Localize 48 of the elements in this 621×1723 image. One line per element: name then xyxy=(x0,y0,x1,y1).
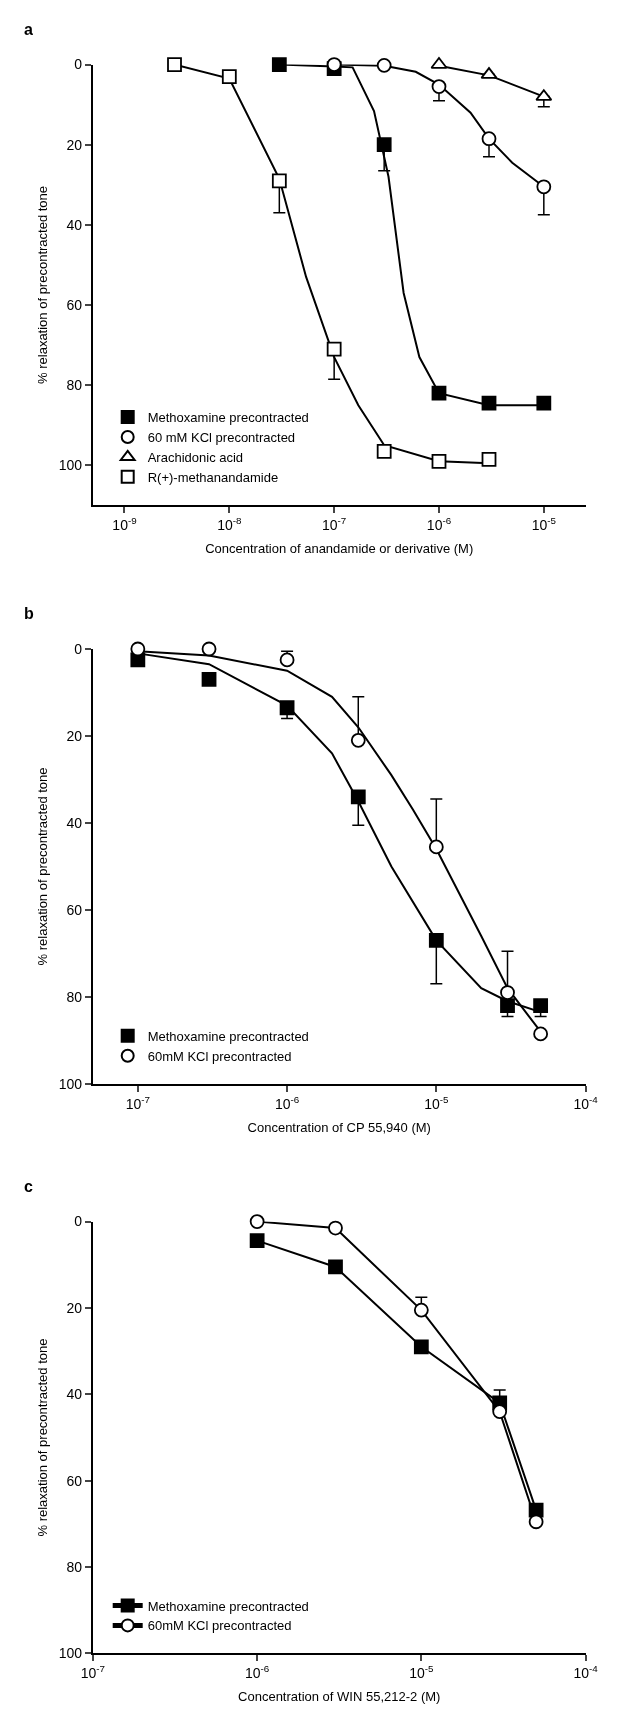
y-tick-label: 40 xyxy=(66,216,83,233)
x-tick-label: 10$^{-6}$ xyxy=(426,515,452,534)
y-tick-label: 100 xyxy=(58,1075,83,1092)
y-tick-label: 0 xyxy=(74,56,83,73)
x-axis-title: Concentration of anandamide or derivative (M) xyxy=(205,541,474,557)
chart-title: c xyxy=(24,1178,33,1195)
y-tick-label: 0 xyxy=(74,640,83,657)
x-axis-title: Concentration of CP 55,940 (M) xyxy=(247,1119,431,1135)
y-tick-label: 20 xyxy=(66,727,83,744)
y-axis-title: % relaxation of precontracted tone xyxy=(35,767,51,966)
x-tick-label: 10$^{-5}$ xyxy=(424,1093,449,1112)
legend-label: Methoxamine precontracted xyxy=(147,410,309,426)
y-tick-label: 40 xyxy=(66,1386,83,1403)
legend-label: Methoxamine precontracted xyxy=(147,1028,309,1044)
y-tick-label: 100 xyxy=(58,1645,83,1662)
y-tick-label: 0 xyxy=(74,1213,83,1230)
x-tick-label: 10$^{-4}$ xyxy=(573,1093,599,1112)
x-tick-label: 10$^{-6}$ xyxy=(244,1663,270,1682)
y-tick-label: 100 xyxy=(58,457,83,474)
y-tick-label: 40 xyxy=(66,814,83,831)
legend-label: 60mM KCl precontracted xyxy=(147,1048,292,1064)
x-tick-label: 10$^{-5}$ xyxy=(409,1663,435,1682)
legend-label: Methoxamine precontracted xyxy=(147,1598,309,1614)
x-tick-label: 10$^{-7}$ xyxy=(125,1093,150,1112)
x-tick-label: 10$^{-5}$ xyxy=(531,515,557,534)
x-tick-label: 10$^{-7}$ xyxy=(80,1663,106,1682)
x-tick-label: 10$^{-7}$ xyxy=(322,515,347,534)
y-axis-title: % relaxation of precontracted tone xyxy=(35,1338,51,1537)
y-tick-label: 20 xyxy=(66,1299,83,1316)
x-tick-label: 10$^{-6}$ xyxy=(274,1093,300,1112)
y-tick-label: 60 xyxy=(66,296,83,313)
y-tick-label: 80 xyxy=(66,377,83,394)
y-tick-label: 60 xyxy=(66,901,83,918)
y-tick-label: 80 xyxy=(66,988,83,1005)
x-tick-label: 10$^{-9}$ xyxy=(112,515,137,534)
y-tick-label: 80 xyxy=(66,1559,83,1575)
chart-title: a xyxy=(24,21,33,38)
legend-label: 60 mM KCl precontracted xyxy=(147,430,296,446)
x-tick-label: 10$^{-4}$ xyxy=(573,1663,599,1682)
legend-label: Arachidonic acid xyxy=(147,449,244,465)
y-axis-title: % relaxation of precontracted tone xyxy=(35,185,51,384)
y-tick-label: 20 xyxy=(66,136,83,153)
y-tick-label: 60 xyxy=(66,1472,83,1489)
x-axis-title: Concentration of WIN 55,212-2 (M) xyxy=(238,1689,441,1705)
x-tick-label: 10$^{-8}$ xyxy=(217,515,242,534)
legend-label: 60mM KCl precontracted xyxy=(147,1618,292,1634)
legend-label: R(+)-methanandamide xyxy=(147,469,279,485)
chart-title: b xyxy=(24,605,34,622)
